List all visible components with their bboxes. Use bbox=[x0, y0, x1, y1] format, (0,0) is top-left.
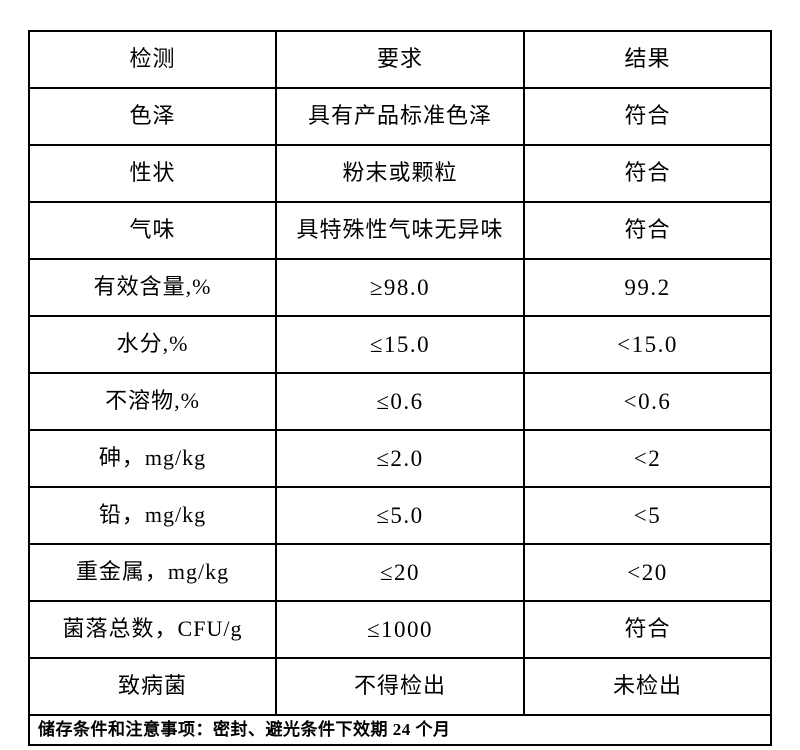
cell-test: 铅，mg/kg bbox=[28, 486, 277, 545]
table-row: 菌落总数，CFU/g ≤1000 符合 bbox=[28, 600, 772, 659]
cell-result: <0.6 bbox=[523, 372, 772, 431]
table-row: 铅，mg/kg ≤5.0 <5 bbox=[28, 486, 772, 545]
cell-result: <20 bbox=[523, 543, 772, 602]
cell-test: 性状 bbox=[28, 144, 277, 203]
column-header-test: 检测 bbox=[28, 30, 277, 89]
storage-conditions-note: 储存条件和注意事项：密封、避光条件下效期 24 个月 bbox=[28, 714, 772, 746]
cell-requirement: ≥98.0 bbox=[275, 258, 525, 317]
cell-test: 有效含量,% bbox=[28, 258, 277, 317]
cell-test: 色泽 bbox=[28, 87, 277, 146]
cell-result: <5 bbox=[523, 486, 772, 545]
cell-result: 符合 bbox=[523, 144, 772, 203]
table-row: 气味 具特殊性气味无异味 符合 bbox=[28, 201, 772, 260]
cell-test: 重金属，mg/kg bbox=[28, 543, 277, 602]
table-row: 不溶物,% ≤0.6 <0.6 bbox=[28, 372, 772, 431]
cell-requirement: ≤0.6 bbox=[275, 372, 525, 431]
cell-requirement: 粉末或颗粒 bbox=[275, 144, 525, 203]
cell-requirement: 具特殊性气味无异味 bbox=[275, 201, 525, 260]
cell-requirement: ≤20 bbox=[275, 543, 525, 602]
cell-result: 未检出 bbox=[523, 657, 772, 716]
cell-result: <15.0 bbox=[523, 315, 772, 374]
table-row: 重金属，mg/kg ≤20 <20 bbox=[28, 543, 772, 602]
cell-result: <2 bbox=[523, 429, 772, 488]
table-row: 有效含量,% ≥98.0 99.2 bbox=[28, 258, 772, 317]
cell-test: 不溶物,% bbox=[28, 372, 277, 431]
table-footer-row: 储存条件和注意事项：密封、避光条件下效期 24 个月 bbox=[28, 714, 772, 746]
cell-requirement: ≤2.0 bbox=[275, 429, 525, 488]
table-row: 性状 粉末或颗粒 符合 bbox=[28, 144, 772, 203]
cell-requirement: ≤5.0 bbox=[275, 486, 525, 545]
cell-requirement: 具有产品标准色泽 bbox=[275, 87, 525, 146]
table-row: 致病菌 不得检出 未检出 bbox=[28, 657, 772, 716]
cell-result: 符合 bbox=[523, 201, 772, 260]
cell-test: 砷，mg/kg bbox=[28, 429, 277, 488]
cell-result: 符合 bbox=[523, 600, 772, 659]
cell-test: 菌落总数，CFU/g bbox=[28, 600, 277, 659]
cell-result: 符合 bbox=[523, 87, 772, 146]
table-header-row: 检测 要求 结果 bbox=[28, 30, 772, 89]
table-row: 色泽 具有产品标准色泽 符合 bbox=[28, 87, 772, 146]
column-header-result: 结果 bbox=[523, 30, 772, 89]
table-row: 水分,% ≤15.0 <15.0 bbox=[28, 315, 772, 374]
cell-test: 气味 bbox=[28, 201, 277, 260]
cell-test: 致病菌 bbox=[28, 657, 277, 716]
cell-test: 水分,% bbox=[28, 315, 277, 374]
table-row: 砷，mg/kg ≤2.0 <2 bbox=[28, 429, 772, 488]
column-header-requirement: 要求 bbox=[275, 30, 525, 89]
cell-requirement: ≤1000 bbox=[275, 600, 525, 659]
inspection-table: 检测 要求 结果 色泽 具有产品标准色泽 符合 性状 粉末或颗粒 符合 气味 具… bbox=[28, 30, 772, 746]
cell-requirement: ≤15.0 bbox=[275, 315, 525, 374]
cell-result: 99.2 bbox=[523, 258, 772, 317]
cell-requirement: 不得检出 bbox=[275, 657, 525, 716]
